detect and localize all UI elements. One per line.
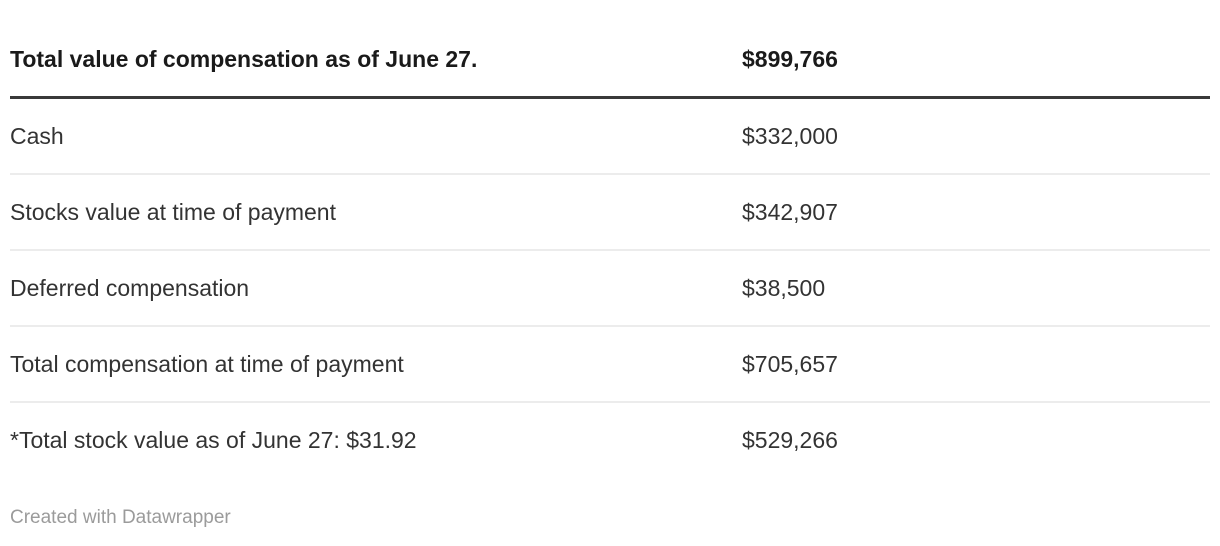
table-row: Cash $332,000 [10, 99, 1210, 175]
table-header-label: Total value of compensation as of June 2… [10, 46, 478, 72]
row-value: $332,000 [742, 123, 838, 149]
row-value: $529,266 [742, 427, 838, 453]
table-row: *Total stock value as of June 27: $31.92… [10, 403, 1210, 477]
table-row: Total compensation at time of payment $7… [10, 327, 1210, 403]
row-value: $705,657 [742, 351, 838, 377]
row-value: $38,500 [742, 275, 826, 301]
row-label: *Total stock value as of June 27: $31.92 [10, 427, 417, 453]
table-row: Deferred compensation $38,500 [10, 251, 1210, 327]
row-label: Total compensation at time of payment [10, 351, 404, 377]
datawrapper-credit-link[interactable]: Created with Datawrapper [10, 507, 231, 528]
row-label: Stocks value at time of payment [10, 199, 336, 225]
table-header-row: Total value of compensation as of June 2… [10, 0, 1210, 99]
row-label: Deferred compensation [10, 275, 250, 301]
row-value: $342,907 [742, 199, 838, 225]
row-label: Cash [10, 123, 64, 149]
compensation-table: Total value of compensation as of June 2… [10, 0, 1210, 477]
table-row: Stocks value at time of payment $342,907 [10, 175, 1210, 251]
table-header-value: $899,766 [742, 46, 838, 72]
